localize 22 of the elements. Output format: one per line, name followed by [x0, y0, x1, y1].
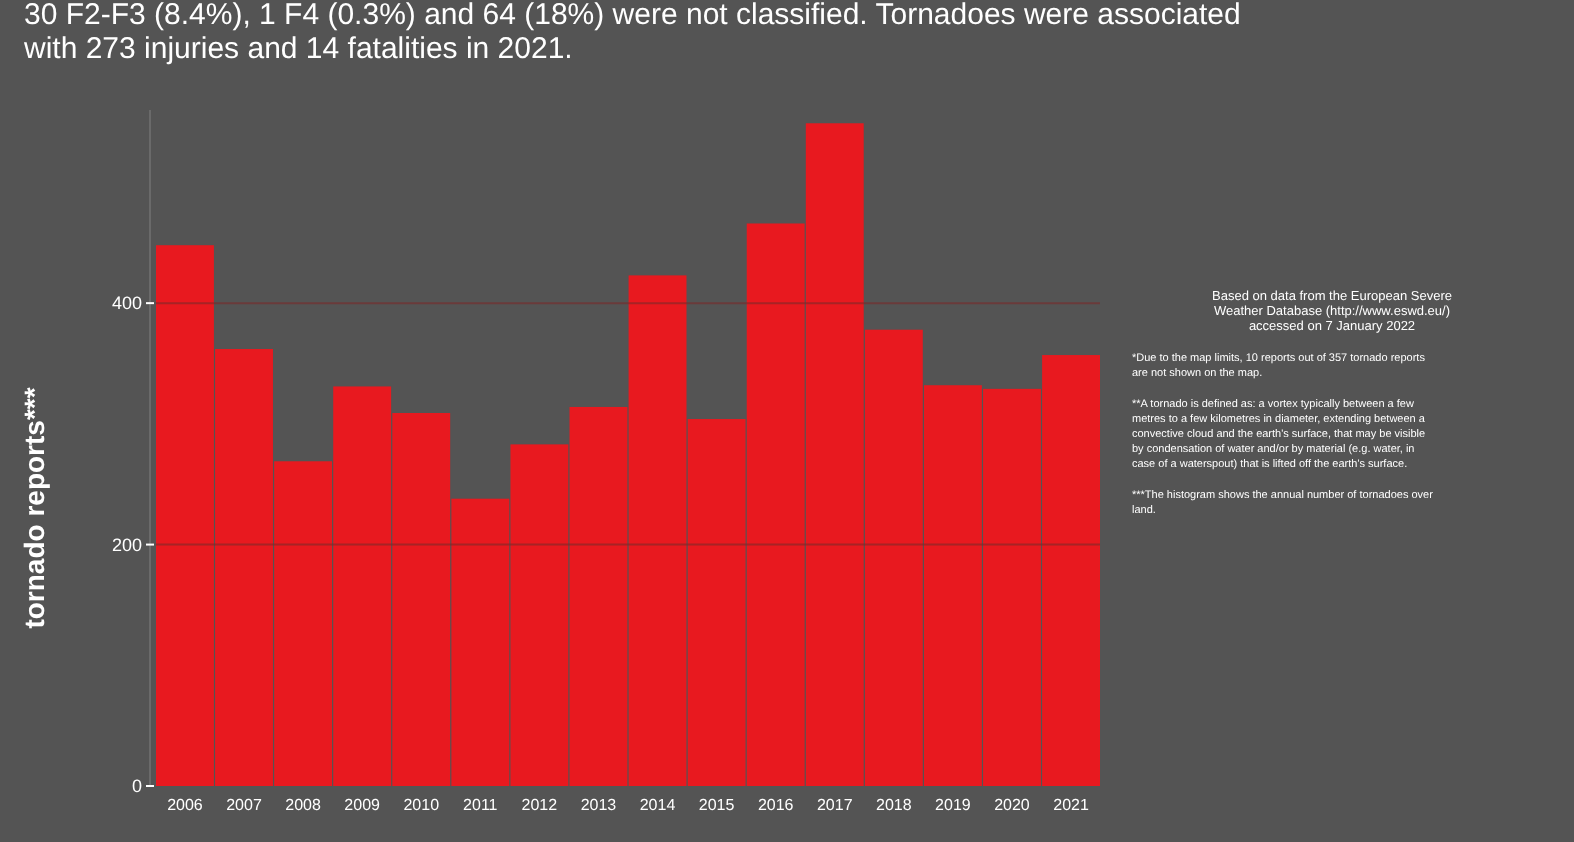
x-tick-label: 2009	[344, 796, 382, 814]
x-tick-label: 2016	[757, 796, 795, 814]
x-tick-label: 2008	[285, 796, 322, 814]
y-tick-label: 0	[131, 776, 142, 797]
text: with 273 injuries and 14 fatalities in 2021.	[22, 32, 573, 66]
x-tick-label: 2012	[521, 796, 559, 814]
y-tick-label: 200	[111, 534, 142, 555]
x-tick-label: 2018	[876, 796, 913, 814]
x-tick-label: 2007	[226, 796, 263, 814]
x-tick-label: 2019	[935, 796, 972, 814]
text: 30 F2-F3 (8.4%), 1 F4 (0.3%) and 64 (18%) were not classified. Tornadoes were associated	[24, 0, 1241, 32]
x-tick-label: 2010	[403, 796, 441, 814]
x-tick-label: 2021	[1053, 796, 1090, 814]
x-tick-label: 2015	[698, 796, 736, 814]
x-tick-label: 2006	[167, 796, 204, 814]
x-tick-label: 2013	[580, 796, 618, 814]
y-axis-title: tornado reports***	[18, 386, 50, 629]
y-tick-label: 400	[111, 293, 142, 314]
x-tick-label: 2020	[994, 796, 1031, 814]
x-tick-label: 2017	[816, 796, 854, 814]
x-tick-label: 2011	[463, 796, 499, 814]
x-tick-label: 2014	[639, 796, 677, 814]
